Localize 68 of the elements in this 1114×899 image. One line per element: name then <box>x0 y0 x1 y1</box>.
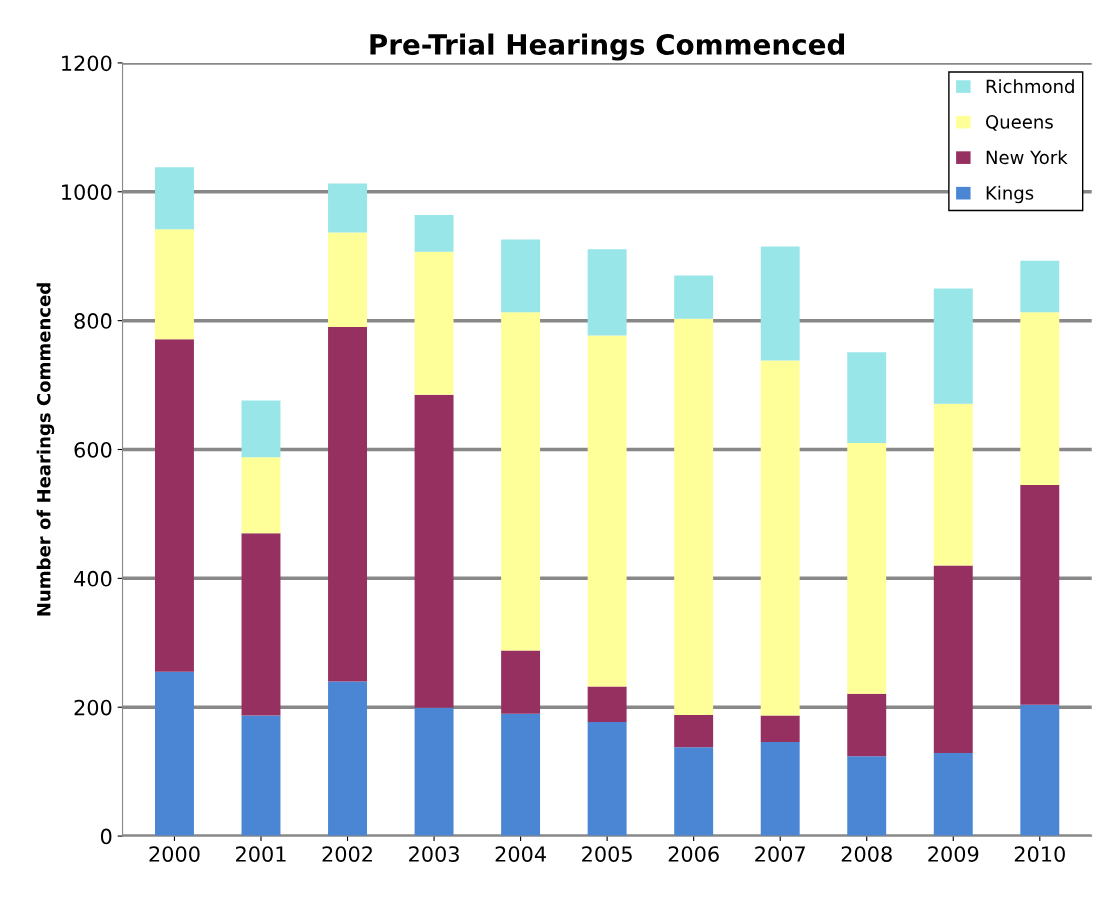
bar <box>414 251 454 395</box>
x-tick-label: 2008 <box>841 846 892 862</box>
bar <box>414 707 454 837</box>
bar <box>328 681 367 837</box>
y-tick-label: 600 <box>74 441 112 458</box>
y-tick-label: 1200 <box>62 55 112 72</box>
x-tick-label: 2009 <box>928 846 979 862</box>
legend-label: Kings <box>986 185 1034 204</box>
bar <box>241 715 281 837</box>
x-tick-label: 2003 <box>409 846 459 862</box>
x-tick-label: 2000 <box>149 846 200 862</box>
bar <box>847 693 887 757</box>
bar <box>933 565 973 753</box>
bar <box>414 214 454 252</box>
bar <box>760 742 800 837</box>
y-tick-label: 1000 <box>62 184 112 200</box>
bar <box>154 229 194 340</box>
bar <box>414 394 454 708</box>
bar <box>587 249 627 336</box>
bar <box>933 288 973 404</box>
bar <box>760 246 800 361</box>
bar <box>241 533 281 716</box>
x-tick-label: 2001 <box>236 846 286 862</box>
bar <box>328 327 367 682</box>
bar <box>501 239 541 313</box>
x-tick-label: 2004 <box>495 846 546 862</box>
bar <box>847 352 887 444</box>
bar <box>1020 704 1060 837</box>
bar <box>241 400 281 458</box>
bar <box>154 339 194 672</box>
x-tick-label: 2002 <box>322 846 372 862</box>
bar <box>154 671 194 837</box>
bar <box>328 232 367 328</box>
y-tick-label: 0 <box>100 828 112 845</box>
y-axis-title: Number of Hearings Commenced <box>36 283 55 616</box>
legend-label: New York <box>986 150 1068 165</box>
x-tick-label: 2007 <box>755 846 805 862</box>
bar <box>587 686 627 723</box>
bar <box>1020 260 1060 313</box>
bar <box>674 275 714 319</box>
bar <box>847 443 887 694</box>
bar <box>760 360 800 716</box>
legend-label: Queens <box>986 115 1053 131</box>
bar <box>587 335 627 687</box>
bar <box>674 714 714 748</box>
bar <box>241 457 281 534</box>
bar <box>674 318 714 715</box>
bar <box>501 713 541 837</box>
bar <box>933 752 973 837</box>
bar <box>847 756 887 837</box>
chart-title: Pre-Trial Hearings Commenced <box>370 33 845 61</box>
y-tick-label: 400 <box>74 570 112 587</box>
bar <box>501 312 541 651</box>
x-tick-label: 2005 <box>582 846 632 862</box>
x-tick-label: 2006 <box>668 846 719 862</box>
bar <box>760 715 800 742</box>
bar <box>1020 484 1060 705</box>
bar <box>587 722 627 837</box>
bar <box>328 183 367 233</box>
bar <box>501 650 541 714</box>
y-tick-label: 200 <box>74 699 112 716</box>
x-tick-label: 2010 <box>1014 846 1065 862</box>
bar <box>674 747 714 837</box>
legend-label: Richmond <box>986 79 1074 94</box>
bar <box>154 167 194 230</box>
bar <box>1020 312 1060 485</box>
y-tick-label: 800 <box>74 313 112 329</box>
bar <box>933 403 973 566</box>
